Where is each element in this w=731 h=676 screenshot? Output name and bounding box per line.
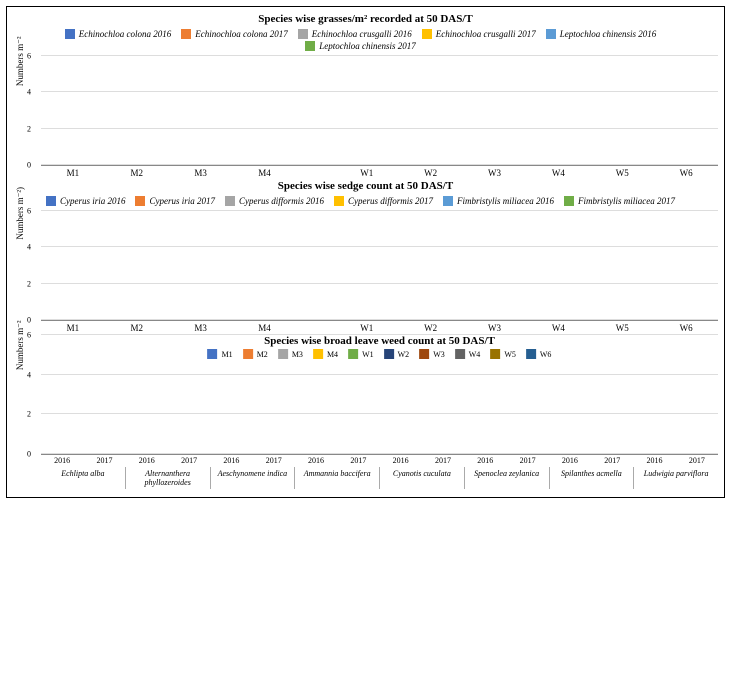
figure-frame: Species wise grasses/m² recorded at 50 D… bbox=[6, 6, 725, 498]
chart3-title: Species wise broad leave weed count at 5… bbox=[41, 335, 718, 347]
chart1-legend: Echinochloa colona 2016Echinochloa colon… bbox=[13, 28, 718, 52]
chart2-legend: Cyperus iria 2016Cyperus iria 2017Cyperu… bbox=[13, 195, 718, 207]
chart-sedge: Species wise sedge count at 50 DAS/T Cyp… bbox=[13, 180, 718, 333]
chart2-axes: 0246 bbox=[41, 211, 718, 321]
chart1-axes: 0246 bbox=[41, 56, 718, 166]
chart2-ylabel: Numbers m⁻²) bbox=[15, 187, 26, 240]
chart-broadleaf: Numbers m⁻² Species wise broad leave wee… bbox=[13, 335, 718, 489]
chart2-xlabels: M1M2M3M4W1W2W3W4W5W6 bbox=[41, 323, 718, 333]
chart1-xlabels: M1M2M3M4W1W2W3W4W5W6 bbox=[41, 168, 718, 178]
chart1-plot: Numbers m⁻² 0246 bbox=[41, 56, 718, 166]
chart2-plot: Numbers m⁻²) 0246 bbox=[41, 211, 718, 321]
chart3-legend: M1M2M3M4W1W2W3W4W5W6 bbox=[126, 349, 634, 359]
chart3-ylabel: Numbers m⁻² bbox=[15, 320, 26, 370]
chart-grasses: Species wise grasses/m² recorded at 50 D… bbox=[13, 13, 718, 178]
chart1-title: Species wise grasses/m² recorded at 50 D… bbox=[13, 13, 718, 25]
chart1-ylabel: Numbers m⁻² bbox=[15, 36, 26, 86]
chart3-plot: Numbers m⁻² Species wise broad leave wee… bbox=[41, 335, 718, 455]
chart2-title: Species wise sedge count at 50 DAS/T bbox=[13, 180, 718, 192]
chart3-year-labels: 2016201720162017201620172016201720162017… bbox=[41, 456, 718, 465]
chart3-axes: Species wise broad leave weed count at 5… bbox=[41, 335, 718, 455]
chart3-species-labels: Echlipta albaAlternanthera phyllozeroide… bbox=[41, 467, 718, 489]
